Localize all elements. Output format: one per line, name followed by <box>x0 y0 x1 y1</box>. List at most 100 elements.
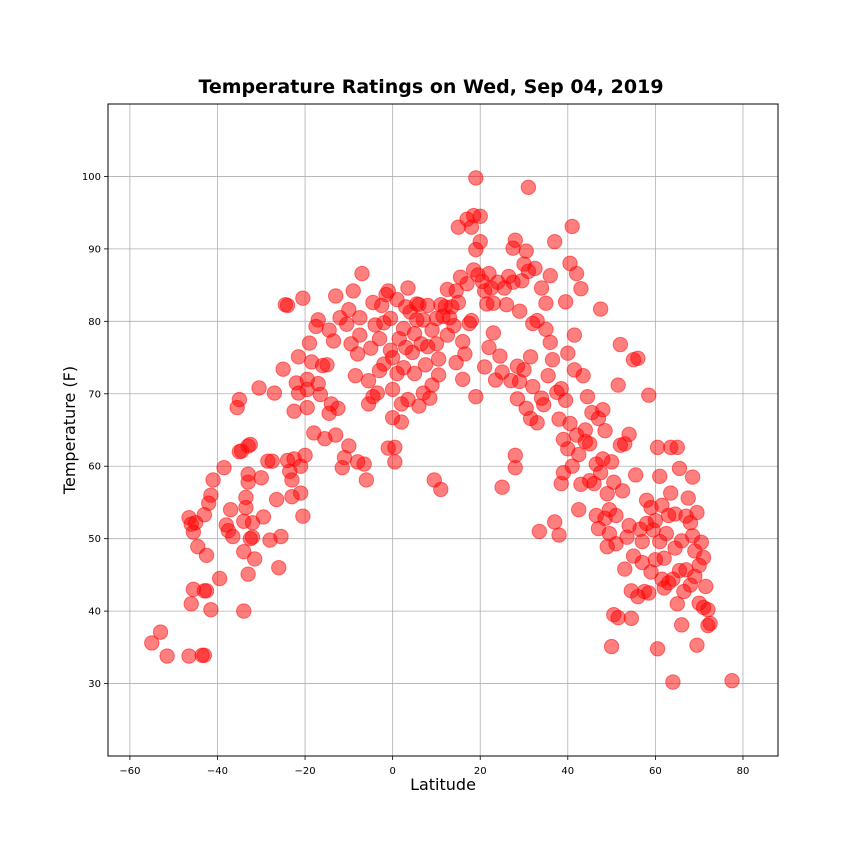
data-point <box>641 585 657 601</box>
data-point <box>592 465 609 481</box>
data-point <box>566 327 583 343</box>
data-point <box>286 403 302 419</box>
data-point <box>693 534 710 550</box>
data-point <box>571 501 587 518</box>
data-point <box>507 447 523 464</box>
data-point <box>393 414 410 430</box>
data-point <box>369 385 386 401</box>
y-tick-label: 50 <box>88 534 101 545</box>
data-point <box>546 233 563 250</box>
data-point <box>544 352 561 368</box>
data-point <box>198 547 215 564</box>
data-point <box>387 454 403 470</box>
data-point <box>538 295 554 311</box>
data-point <box>579 388 596 405</box>
data-point <box>599 486 615 502</box>
data-point <box>349 346 366 362</box>
data-point <box>297 447 313 464</box>
data-point <box>360 373 377 389</box>
data-point <box>507 232 523 248</box>
data-point <box>518 243 534 259</box>
x-tick-label: 80 <box>737 766 750 777</box>
x-tick-label: −20 <box>295 766 316 777</box>
data-point <box>266 385 283 401</box>
data-point <box>240 466 256 482</box>
data-point <box>459 275 475 292</box>
data-point <box>203 601 219 618</box>
data-point <box>540 367 556 384</box>
data-point <box>468 170 484 186</box>
data-point <box>352 327 368 343</box>
data-point <box>446 317 462 334</box>
data-point <box>238 499 254 516</box>
data-point <box>564 218 580 235</box>
x-tick-label: 60 <box>649 766 662 777</box>
data-point <box>371 331 388 347</box>
data-point <box>406 365 423 382</box>
data-point <box>295 290 311 306</box>
data-point <box>509 391 526 407</box>
x-tick-label: −60 <box>119 766 140 777</box>
data-point <box>564 458 580 474</box>
data-point <box>384 349 401 366</box>
data-point <box>468 388 484 405</box>
data-point <box>522 349 539 365</box>
data-point <box>295 508 311 524</box>
data-point <box>647 512 664 529</box>
data-point <box>428 336 445 352</box>
data-point <box>525 378 541 395</box>
data-point <box>617 561 633 577</box>
data-point <box>275 361 291 377</box>
data-point <box>236 603 252 619</box>
data-point <box>222 501 239 518</box>
data-point <box>649 641 666 657</box>
data-point <box>689 637 705 653</box>
data-point <box>603 638 620 655</box>
data-point <box>338 316 355 332</box>
y-tick-label: 80 <box>88 317 101 328</box>
data-point <box>698 578 714 595</box>
data-point <box>663 485 679 501</box>
data-point <box>665 674 681 690</box>
data-point <box>264 453 280 469</box>
data-point <box>538 321 554 338</box>
data-point <box>181 648 197 664</box>
data-point <box>658 525 675 542</box>
data-point <box>533 280 550 296</box>
data-point <box>573 281 589 297</box>
data-point <box>724 672 740 689</box>
data-point <box>520 179 537 196</box>
x-tick-label: 0 <box>389 766 395 777</box>
data-point <box>299 399 315 416</box>
data-point <box>240 566 256 582</box>
data-point <box>400 280 416 296</box>
data-point <box>312 386 329 403</box>
data-point <box>527 260 543 277</box>
data-point <box>516 362 532 378</box>
data-point <box>652 468 668 485</box>
data-point <box>562 415 578 432</box>
data-point <box>301 335 318 351</box>
data-point <box>417 357 434 373</box>
data-point <box>244 529 261 545</box>
data-point <box>472 208 488 224</box>
data-point <box>557 294 574 310</box>
axis-ticks: −60 −40 −20 0 20 40 60 80 30 40 50 60 70 80 90 100 <box>82 172 749 777</box>
data-point <box>680 490 696 506</box>
data-point <box>623 610 640 627</box>
data-point <box>382 310 399 327</box>
data-point <box>671 460 688 477</box>
data-point <box>325 333 342 349</box>
x-tick-label: −40 <box>207 766 228 777</box>
data-point <box>568 265 585 282</box>
data-point <box>225 528 241 545</box>
data-point <box>551 527 567 543</box>
data-point <box>203 487 219 503</box>
data-point <box>159 648 175 664</box>
data-point <box>511 303 528 319</box>
data-point <box>592 301 609 317</box>
data-point <box>310 312 326 328</box>
data-point <box>246 551 263 567</box>
data-point <box>614 483 631 499</box>
data-point <box>597 423 613 439</box>
